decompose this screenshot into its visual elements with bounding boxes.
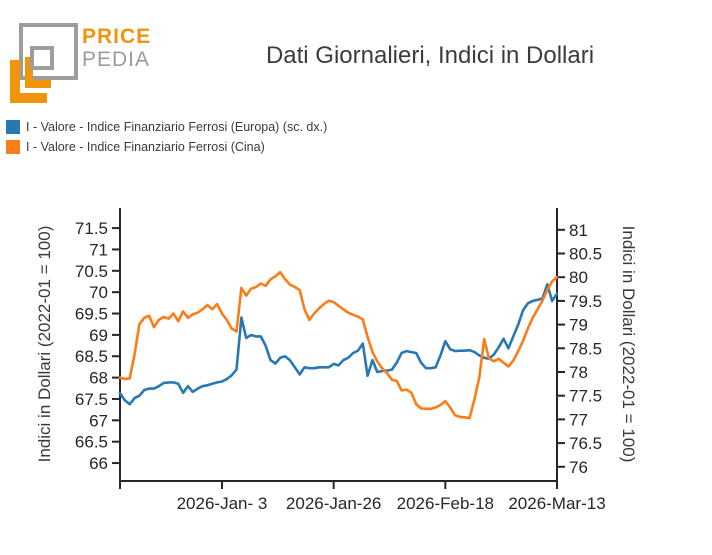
axis-frame xyxy=(119,208,558,482)
right-axis-tick-label: 81 xyxy=(569,221,588,240)
left-axis-tick-label: 70.5 xyxy=(75,262,108,281)
right-axis-tick-label: 79.5 xyxy=(569,292,602,311)
left-axis-tick-label: 67.5 xyxy=(75,390,108,409)
chart-legend: I - Valore - Indice Finanziario Ferrosi … xyxy=(6,117,327,157)
right-axis-tick-label: 77 xyxy=(569,410,588,429)
right-axis-tick-label: 76.5 xyxy=(569,434,602,453)
x-axis-tick-label: 2026-Jan- 3 xyxy=(177,494,268,513)
legend-label-cina: I - Valore - Indice Finanziario Ferrosi … xyxy=(26,140,265,154)
x-axis-tick-label: 2026-Feb-18 xyxy=(397,494,494,513)
left-axis-tick-label: 71 xyxy=(89,240,108,259)
left-axis-tick-label: 70 xyxy=(89,283,108,302)
left-axis-tick-label: 68 xyxy=(89,369,108,388)
right-axis-tick-label: 78 xyxy=(569,363,588,382)
left-axis-tick-label: 69.5 xyxy=(75,305,108,324)
left-axis-tick-label: 68.5 xyxy=(75,347,108,366)
legend-label-europa: I - Valore - Indice Finanziario Ferrosi … xyxy=(26,120,328,134)
legend-item-europa: I - Valore - Indice Finanziario Ferrosi … xyxy=(6,117,327,137)
right-axis-tick-label: 80 xyxy=(569,268,588,287)
right-axis-tick-label: 79 xyxy=(569,316,588,335)
logo-bracket-medium-icon xyxy=(25,57,51,88)
left-axis-tick-label: 69 xyxy=(89,326,108,345)
logo-wordmark: PRICE PEDIA xyxy=(82,25,151,71)
logo-square-icon xyxy=(19,23,78,80)
left-axis-tick-label: 67 xyxy=(89,411,108,430)
right-axis-tick-label: 76 xyxy=(569,458,588,477)
right-axis-tick-label: 80.5 xyxy=(569,245,602,264)
logo-bracket-large-icon xyxy=(10,60,47,103)
legend-swatch-cina-icon xyxy=(6,140,20,154)
logo-square-small-icon xyxy=(30,46,54,70)
legend-item-cina: I - Valore - Indice Finanziario Ferrosi … xyxy=(6,137,327,157)
legend-swatch-europa-icon xyxy=(6,120,20,134)
right-axis-tick-label: 78.5 xyxy=(569,339,602,358)
pricepedia-logo: PRICE PEDIA xyxy=(0,0,230,105)
logo-text-price: PRICE xyxy=(82,25,152,48)
right-axis-tick-label: 77.5 xyxy=(569,387,602,406)
x-axis-tick-label: 2026-Jan-26 xyxy=(286,494,381,513)
logo-text-pedia: PEDIA xyxy=(82,48,151,71)
left-axis-tick-label: 66.5 xyxy=(75,433,108,452)
left-axis-tick-label: 66 xyxy=(89,454,108,473)
left-axis-tick-label: 71.5 xyxy=(75,219,108,238)
series-line-1 xyxy=(118,270,559,420)
x-axis-tick-label: 2026-Mar-13 xyxy=(508,494,605,513)
series-line-0 xyxy=(118,282,559,406)
page-title: Dati Giornalieri, Indici in Dollari xyxy=(265,42,595,69)
